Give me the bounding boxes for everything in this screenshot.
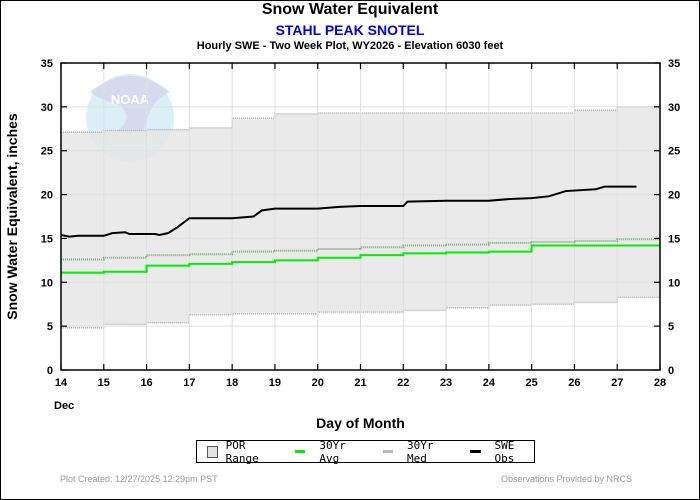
swe-obs-line — [60, 185, 637, 238]
y-tick-label-right: 35 — [668, 58, 680, 70]
med-line-icon — [382, 450, 393, 453]
avg-line-icon — [295, 450, 306, 453]
series-lines — [60, 185, 660, 274]
data-provider: Observations Provided by NRCS — [500, 474, 632, 484]
x-tick-label: 28 — [654, 377, 666, 389]
avg-30yr-line — [61, 244, 660, 274]
chart-title: Snow Water Equivalent — [261, 1, 439, 18]
x-tick-label: 21 — [354, 377, 366, 389]
y-tick-label-left: 30 — [41, 102, 53, 114]
x-month-label: Dec — [54, 400, 74, 412]
axis-labels: 0 0 5 5 10 10 15 15 20 20 25 25 30 30 35 35 14 15 16 17 18 19… — [4, 58, 680, 431]
legend-label: SWE Obs — [494, 438, 515, 465]
x-tick-label: 25 — [526, 377, 538, 389]
axes — [60, 62, 661, 371]
grid-lines — [61, 63, 660, 370]
x-axis-label: Day of Month — [316, 415, 405, 431]
legend-item-obs: SWE Obs — [470, 439, 534, 465]
x-tick-label: 17 — [183, 377, 195, 389]
y-tick-label-left: 5 — [47, 321, 53, 333]
y-tick-label-left: 15 — [41, 233, 53, 245]
x-tick-label: 24 — [483, 377, 496, 389]
legend-label: 30Yr Med — [406, 438, 434, 465]
y-tick-label-right: 30 — [668, 102, 680, 114]
por-min-edge — [61, 296, 660, 329]
y-tick-label-right: 15 — [668, 233, 680, 245]
noaa-logo-bird-icon — [90, 76, 170, 136]
y-tick-label-left: 25 — [41, 146, 53, 158]
legend-label: POR Range — [225, 438, 259, 465]
y-tick-label-left: 0 — [47, 365, 53, 377]
x-tick-label: 22 — [397, 377, 409, 389]
x-tick-label: 23 — [440, 377, 452, 389]
y-tick-label-right: 0 — [668, 365, 674, 377]
y-tick-label-left: 35 — [41, 58, 53, 70]
y-tick-label-right: 5 — [668, 321, 674, 333]
y-axis-label: Snow Water Equivalent, inches — [4, 113, 20, 320]
plot-created: Plot Created: 12/27/2025 12:29pm PST — [60, 474, 218, 484]
y-tick-label-left: 10 — [41, 277, 53, 289]
chart-legend: POR Range 30Yr Avg 30Yr Med SWE Obs — [196, 438, 535, 465]
x-tick-label: 27 — [611, 377, 623, 389]
x-tick-label: 18 — [226, 377, 238, 389]
legend-item-avg: 30Yr Avg — [295, 439, 365, 465]
x-tick-label: 15 — [98, 377, 110, 389]
x-tick-label: 14 — [55, 377, 68, 389]
legend-item-por: POR Range — [207, 439, 277, 465]
y-tick-label-left: 20 — [41, 190, 53, 202]
chart-subtitle: Hourly SWE - Two Week Plot, WY2026 - Ele… — [196, 40, 504, 52]
y-tick-label-right: 20 — [668, 190, 680, 202]
x-tick-label: 26 — [568, 377, 580, 389]
legend-label: 30Yr Avg — [319, 438, 346, 465]
legend-item-med: 30Yr Med — [382, 438, 453, 465]
obs-line-icon — [470, 450, 481, 453]
noaa-logo-text: NOAA — [111, 92, 150, 107]
por-swatch-icon — [207, 445, 218, 458]
x-tick-label: 16 — [140, 377, 152, 389]
y-tick-label-right: 10 — [668, 277, 680, 289]
med-30yr-line — [61, 238, 660, 261]
x-tick-label: 19 — [269, 377, 281, 389]
station-name: STAHL PEAK SNOTEL — [275, 22, 425, 38]
y-tick-label-right: 25 — [668, 146, 680, 158]
x-tick-label: 20 — [312, 377, 324, 389]
